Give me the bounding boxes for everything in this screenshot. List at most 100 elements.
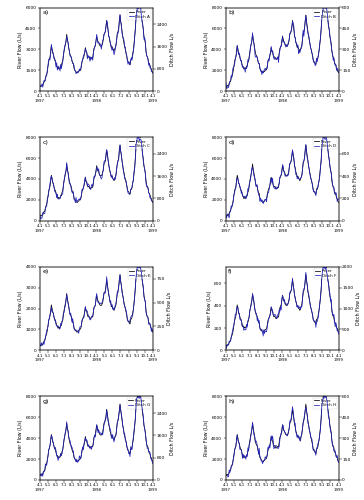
Y-axis label: River Flow (L/s): River Flow (L/s) (204, 420, 209, 457)
Legend: River, Ditch H: River, Ditch H (313, 398, 337, 408)
Y-axis label: River Flow (L/s): River Flow (L/s) (18, 160, 23, 197)
Ditch F (278, 304, 283, 310)
River (39, 343, 43, 349)
River (80, 446, 85, 452)
Text: e): e) (42, 270, 48, 274)
Ditch E (97, 301, 102, 307)
River (224, 342, 228, 347)
Ditch B (336, 70, 341, 75)
River (140, 276, 144, 282)
River (278, 304, 283, 310)
Y-axis label: Ditch Flow L/s: Ditch Flow L/s (352, 162, 357, 196)
Y-axis label: River Flow (L/s): River Flow (L/s) (18, 31, 23, 68)
Ditch F (224, 346, 229, 352)
Ditch E (80, 317, 84, 323)
River (140, 406, 144, 411)
Ditch B (224, 86, 229, 91)
Ditch D (240, 192, 245, 198)
River (98, 172, 102, 178)
River (279, 431, 284, 437)
Line: River: River (40, 266, 153, 346)
River (326, 276, 330, 282)
River (80, 56, 85, 62)
Ditch E (38, 342, 42, 348)
Y-axis label: River Flow (L/s): River Flow (L/s) (204, 160, 209, 197)
Ditch C (140, 146, 144, 152)
Ditch H (240, 456, 245, 462)
River (150, 458, 155, 464)
River (92, 433, 97, 439)
River (135, 394, 139, 400)
River (140, 16, 144, 22)
Ditch B (323, 4, 327, 10)
River (336, 200, 341, 205)
Ditch G (140, 404, 144, 410)
River (284, 432, 288, 438)
Ditch F (321, 264, 325, 270)
Ditch C (39, 216, 43, 222)
Ditch E (92, 304, 97, 310)
River (38, 342, 42, 347)
River (224, 214, 229, 220)
River (224, 472, 229, 478)
Line: Ditch C: Ditch C (40, 137, 153, 219)
Legend: River, Ditch E: River, Ditch E (128, 268, 151, 279)
River (224, 212, 228, 218)
Y-axis label: River Flow (L/s): River Flow (L/s) (207, 290, 212, 327)
Text: c): c) (42, 140, 48, 144)
Line: River: River (40, 8, 153, 86)
Ditch D (224, 213, 228, 219)
Ditch F (266, 316, 271, 322)
River (240, 322, 245, 328)
Ditch A (135, 4, 139, 10)
River (98, 43, 102, 49)
Line: River: River (40, 137, 153, 216)
Ditch D (336, 196, 341, 202)
Line: Ditch D: Ditch D (226, 137, 339, 218)
Ditch H (326, 406, 330, 412)
River (38, 472, 42, 478)
Ditch C (98, 172, 102, 178)
Ditch E (150, 328, 155, 334)
River (224, 82, 228, 88)
Line: River: River (40, 396, 153, 475)
River (39, 84, 43, 89)
Y-axis label: River Flow (L/s): River Flow (L/s) (18, 420, 23, 457)
Ditch H (278, 432, 283, 438)
Ditch D (326, 146, 330, 152)
Ditch A (38, 84, 42, 90)
River (321, 394, 325, 400)
Ditch C (80, 188, 85, 194)
River (150, 329, 155, 335)
River (336, 329, 341, 335)
Ditch D (266, 190, 271, 196)
River (321, 4, 325, 10)
River (321, 134, 325, 140)
River (92, 304, 97, 310)
Ditch F (240, 324, 245, 330)
River (135, 264, 139, 270)
River (55, 322, 59, 328)
Ditch G (92, 432, 97, 438)
River (279, 42, 284, 48)
River (140, 146, 144, 152)
Ditch C (135, 134, 139, 140)
Ditch H (224, 472, 228, 478)
River (266, 186, 271, 192)
River (284, 302, 288, 308)
Y-axis label: Ditch Flow L/s: Ditch Flow L/s (167, 292, 172, 325)
Ditch B (326, 18, 330, 24)
Legend: River, Ditch D: River, Ditch D (313, 138, 337, 149)
River (135, 4, 139, 10)
River (39, 214, 43, 220)
Ditch E (135, 264, 139, 270)
Ditch G (93, 434, 98, 440)
River (224, 472, 228, 478)
Y-axis label: Ditch Flow L/s: Ditch Flow L/s (353, 33, 357, 66)
Ditch A (98, 41, 102, 47)
River (240, 63, 245, 69)
Ditch E (54, 322, 58, 328)
Ditch B (224, 80, 228, 86)
Legend: River, Ditch A: River, Ditch A (127, 8, 151, 20)
Ditch G (80, 444, 85, 450)
